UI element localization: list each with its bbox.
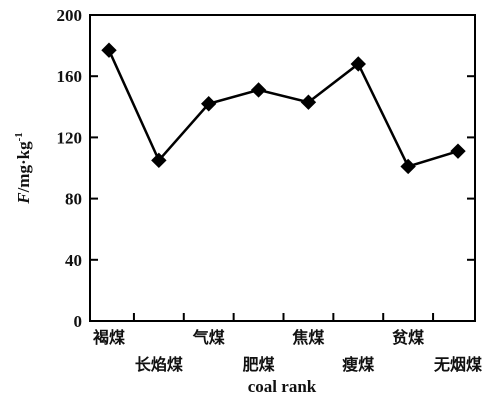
y-tick-label: 80 xyxy=(65,190,82,209)
x-category-label: 贫煤 xyxy=(392,328,424,347)
y-axis-title-exponent: -1 xyxy=(13,132,25,141)
y-tick-label: 0 xyxy=(74,312,83,331)
x-category-label: 褐煤 xyxy=(92,328,125,347)
data-point-diamond xyxy=(350,56,366,72)
y-tick-label: 40 xyxy=(65,251,82,270)
x-category-label: 气煤 xyxy=(192,328,225,347)
data-point-diamond xyxy=(400,158,416,175)
y-axis-title: F/mg·kg-1 xyxy=(13,132,33,205)
y-axis-title-unit: /mg·kg xyxy=(14,141,33,194)
x-axis-title: coal rank xyxy=(248,377,317,396)
data-markers xyxy=(101,42,466,175)
y-tick-label: 160 xyxy=(57,67,83,86)
data-point-diamond xyxy=(101,42,117,58)
data-point-diamond xyxy=(151,152,167,169)
x-category-label: 无烟煤 xyxy=(433,355,482,374)
x-category-label: 瘦煤 xyxy=(342,355,374,374)
data-point-diamond xyxy=(250,82,267,98)
data-point-diamond xyxy=(201,96,217,112)
x-category-label: 焦煤 xyxy=(291,328,324,347)
plot-frame xyxy=(89,14,476,322)
x-category-label: 长焰煤 xyxy=(135,355,183,374)
y-tick-label: 200 xyxy=(57,6,83,25)
series-line xyxy=(107,49,459,168)
data-point-diamond xyxy=(300,94,317,110)
y-axis-ticks: 0 40 80 120 160 200 xyxy=(57,6,475,331)
x-category-label: 肥煤 xyxy=(243,355,275,374)
y-tick-label: 120 xyxy=(57,128,83,147)
y-axis-title-symbol: F xyxy=(14,192,33,205)
data-point-diamond xyxy=(450,143,466,159)
